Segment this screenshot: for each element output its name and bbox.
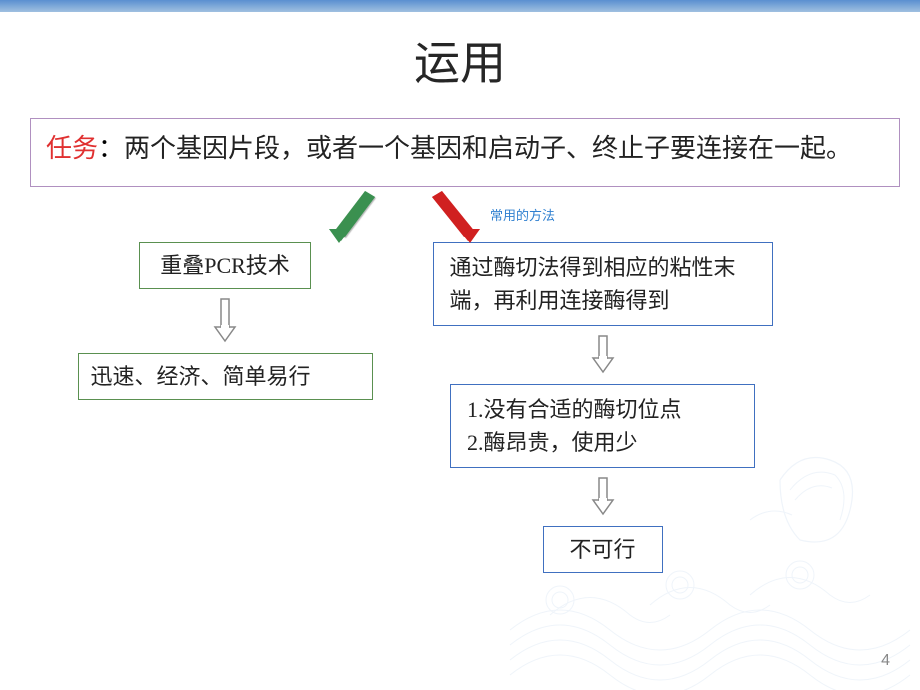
left-column: 重叠PCR技术 迅速、经济、简单易行 xyxy=(78,242,373,573)
branch-arrow-left-icon xyxy=(325,189,385,244)
task-text: 两个基因片段，或者一个基因和启动子、终止子要连接在一起。 xyxy=(124,134,852,163)
right-box-enzyme-method: 通过酶切法得到相应的粘性末端，再利用连接酶得到 xyxy=(433,242,773,326)
task-label: 任务 xyxy=(46,134,98,163)
top-gradient-bar xyxy=(0,0,920,12)
task-box: 任务：两个基因片段，或者一个基因和启动子、终止子要连接在一起。 xyxy=(30,118,900,187)
hollow-arrow-icon xyxy=(588,476,618,518)
columns-container: 重叠PCR技术 迅速、经济、简单易行 通过酶切法得到相应的粘性末端，再利用连接酶… xyxy=(0,242,920,573)
problem-line-1: 1.没有合适的酶切位点 xyxy=(467,393,738,426)
page-title: 运用 xyxy=(0,27,920,93)
left-box-pcr: 重叠PCR技术 xyxy=(139,242,311,289)
task-separator: ： xyxy=(98,134,124,163)
right-box-problems: 1.没有合适的酶切位点 2.酶昂贵，使用少 xyxy=(450,384,755,468)
hollow-arrow-icon xyxy=(588,334,618,376)
hollow-arrow-icon xyxy=(210,297,240,345)
left-box-advantages: 迅速、经济、简单易行 xyxy=(78,353,373,400)
branch-arrows-row: 常用的方法 xyxy=(0,187,920,242)
right-column: 通过酶切法得到相应的粘性末端，再利用连接酶得到 1.没有合适的酶切位点 2.酶昂… xyxy=(433,242,773,573)
right-box-infeasible: 不可行 xyxy=(543,526,663,573)
problem-line-2: 2.酶昂贵，使用少 xyxy=(467,426,738,459)
page-number: 4 xyxy=(881,652,890,670)
branch-arrow-right-icon xyxy=(430,189,490,244)
common-method-label: 常用的方法 xyxy=(490,205,555,224)
